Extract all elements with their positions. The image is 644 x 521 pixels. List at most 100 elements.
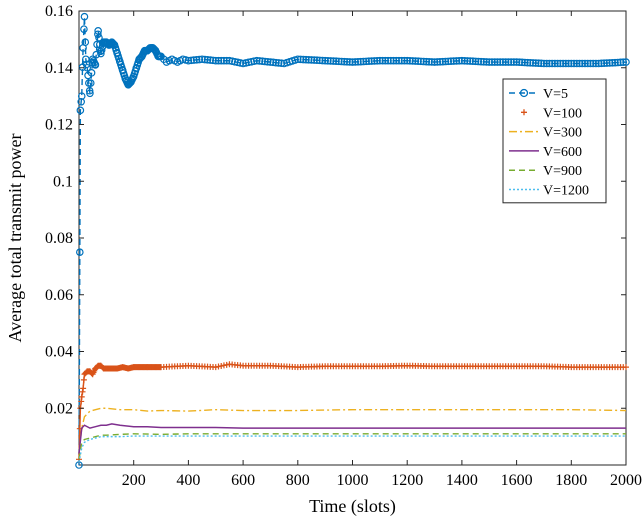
series-point xyxy=(313,56,321,65)
series-point xyxy=(447,57,455,66)
series-point xyxy=(109,40,118,48)
y-tick-label: 0.12 xyxy=(45,117,73,134)
series-point xyxy=(507,58,515,66)
series-line xyxy=(78,435,626,463)
series-point xyxy=(80,376,87,383)
y-tick-label: 0.08 xyxy=(45,230,73,247)
series-point xyxy=(370,57,379,65)
series-point xyxy=(373,56,381,65)
x-tick-label: 1400 xyxy=(446,472,478,489)
series-point xyxy=(430,58,439,66)
series-point xyxy=(277,59,286,68)
series-line xyxy=(78,433,626,460)
series-point xyxy=(386,56,395,65)
series-point xyxy=(384,56,392,65)
series-point xyxy=(619,58,628,67)
series-point xyxy=(623,364,629,371)
series-point xyxy=(201,55,209,64)
series-point xyxy=(501,58,510,66)
series-point xyxy=(81,38,90,47)
series-point xyxy=(403,56,412,65)
series-point xyxy=(217,56,226,65)
series-point xyxy=(477,57,485,66)
series-point xyxy=(293,55,302,64)
series-point xyxy=(438,57,447,66)
series-point xyxy=(211,56,220,65)
series-point xyxy=(97,46,106,54)
series-point xyxy=(490,58,499,66)
series-point xyxy=(78,393,85,400)
legend-label: V=1200 xyxy=(543,184,589,199)
series-point xyxy=(80,25,88,33)
series-point xyxy=(436,57,444,66)
y-tick-label: 0.04 xyxy=(45,344,73,361)
x-tick-label: 400 xyxy=(176,472,200,489)
series-point xyxy=(449,57,458,65)
series-point xyxy=(570,59,578,68)
series-point xyxy=(307,56,316,64)
series-point xyxy=(378,56,387,65)
series-point xyxy=(545,59,554,68)
series-point xyxy=(362,57,370,66)
legend-label: V=100 xyxy=(543,106,582,121)
series-point xyxy=(589,59,597,68)
series-point xyxy=(203,56,212,64)
series-v-1200 xyxy=(78,435,626,463)
series-point xyxy=(261,57,269,66)
series-point xyxy=(97,49,105,58)
series-point xyxy=(540,59,548,68)
series-point xyxy=(359,57,368,66)
series-point xyxy=(86,89,94,98)
y-axis-label: Average total transmit power xyxy=(5,133,25,342)
series-point xyxy=(94,30,102,39)
series-point xyxy=(397,56,406,65)
y-tick-label: 0.06 xyxy=(45,287,73,304)
series-point xyxy=(493,58,502,66)
series-point xyxy=(564,59,573,68)
series-line xyxy=(78,407,627,454)
series-point xyxy=(76,248,84,256)
series-point xyxy=(592,59,600,68)
x-tick-label: 1600 xyxy=(501,472,533,489)
legend: V=5 V=100 V=300 V=600 V=900 V=1200 xyxy=(502,78,607,204)
series-point xyxy=(329,57,338,65)
series-v-900 xyxy=(78,433,626,460)
legend-marker xyxy=(521,109,527,116)
series-point xyxy=(263,57,272,66)
series-point xyxy=(452,57,461,65)
x-tick-label: 800 xyxy=(286,472,310,489)
series-point xyxy=(80,385,87,392)
series-point xyxy=(471,57,480,66)
series-point xyxy=(324,56,332,65)
series-point xyxy=(337,57,346,66)
series-point xyxy=(578,59,587,68)
series-point xyxy=(304,56,313,64)
series-point xyxy=(406,56,414,65)
series-point xyxy=(354,57,362,66)
series-point xyxy=(214,56,223,65)
series-point xyxy=(466,57,474,65)
series-point xyxy=(611,58,619,67)
series-line xyxy=(78,423,626,454)
series-point xyxy=(187,56,195,65)
series-point xyxy=(608,58,617,67)
series-point xyxy=(469,57,477,66)
series-point xyxy=(463,57,472,65)
series-v-100 xyxy=(76,361,629,463)
series-point xyxy=(389,56,398,65)
legend-label: V=600 xyxy=(543,145,582,160)
series-point xyxy=(488,58,496,66)
series-point xyxy=(419,57,428,66)
series-point xyxy=(622,58,630,66)
series-point xyxy=(521,58,529,67)
series-point xyxy=(613,58,622,67)
series-point xyxy=(356,57,365,66)
series-point xyxy=(575,59,584,68)
series-point xyxy=(444,57,453,66)
series-point xyxy=(586,59,595,68)
series-point xyxy=(87,69,96,77)
series-point xyxy=(510,58,518,66)
series-v-300 xyxy=(78,407,627,454)
series-v-600 xyxy=(78,423,626,454)
series-point xyxy=(479,57,488,66)
